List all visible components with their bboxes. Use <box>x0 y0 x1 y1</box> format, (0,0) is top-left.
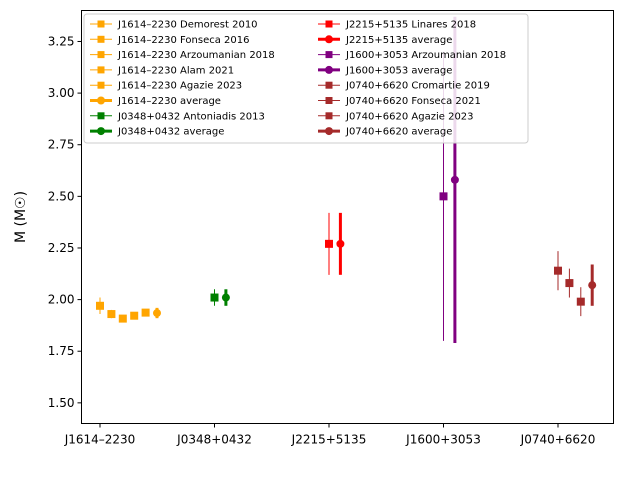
legend-entry: J0348+0432 average <box>90 127 224 138</box>
data-point <box>565 279 574 288</box>
plot-frame <box>81 10 614 424</box>
data-point-group <box>141 308 150 317</box>
legend-label: J1600+3053 Arzoumanian 2018 <box>345 50 506 61</box>
data-point <box>141 308 150 317</box>
data-point-group <box>107 309 116 319</box>
legend-marker <box>325 81 333 89</box>
data-point <box>118 314 127 323</box>
legend-entry: J1614–2230 Agazie 2023 <box>90 81 242 92</box>
legend-marker <box>97 96 105 105</box>
data-point <box>450 175 459 184</box>
legend-marker <box>325 65 333 74</box>
data-point-group <box>153 307 161 319</box>
y-tick-label: 3.00 <box>48 86 75 100</box>
legend-marker <box>97 81 105 89</box>
legend-box <box>83 13 529 144</box>
legend-entry: J1600+3053 average <box>318 65 452 76</box>
legend-marker <box>97 112 105 120</box>
legend-label: J1614–2230 Demorest 2010 <box>117 20 258 31</box>
y-tick-label: 1.75 <box>48 344 75 358</box>
data-point <box>325 239 333 248</box>
y-tick-label: 3.25 <box>48 34 75 48</box>
legend: J1614–2230 Demorest 2010 J1614–2230 Fonse… <box>83 13 529 144</box>
legend-entry: J2215+5135 average <box>318 35 452 46</box>
data-point <box>576 297 585 306</box>
legend-entry: J2215+5135 Linares 2018 <box>318 20 476 31</box>
legend-marker <box>325 51 333 59</box>
legend-entry: J1614–2230 Demorest 2010 <box>90 20 258 31</box>
data-point-group <box>336 212 345 275</box>
legend-label: J0740+6620 Agazie 2023 <box>345 111 474 122</box>
x-tick-label: J1614–2230 <box>64 433 136 447</box>
y-tick-label: 2.75 <box>48 138 75 152</box>
legend-entry: J1614–2230 Fonseca 2016 <box>90 35 250 46</box>
legend-marker <box>325 35 333 44</box>
legend-label: J1614–2230 Alam 2021 <box>117 65 234 76</box>
legend-label: J1614–2230 Fonseca 2016 <box>117 35 250 46</box>
legend-entry: J1600+3053 Arzoumanian 2018 <box>318 50 506 61</box>
data-point <box>336 239 345 248</box>
legend-label: J0740+6620 Fonseca 2021 <box>345 96 481 107</box>
legend-label: J0348+0432 average <box>117 127 224 138</box>
data-point <box>439 192 448 201</box>
legend-label: J1614–2230 Agazie 2023 <box>117 81 242 92</box>
legend-entry: J1614–2230 Arzoumanian 2018 <box>90 50 275 61</box>
legend-label: J1614–2230 average <box>117 96 221 107</box>
legend-label: J0740+6620 Cromartie 2019 <box>345 81 490 92</box>
data-point <box>554 266 562 275</box>
y-axis-label: M (M☉) <box>13 191 29 243</box>
legend-marker <box>325 20 333 28</box>
legend-marker <box>325 97 333 104</box>
legend-marker <box>325 127 333 136</box>
data-point-group <box>130 311 139 320</box>
x-tick-label: J0740+6620 <box>520 433 596 447</box>
data-point-group <box>221 289 230 306</box>
x-tick-label: J0348+0432 <box>176 433 252 447</box>
legend-entry: J1614–2230 Alam 2021 <box>90 65 234 76</box>
y-tick-label: 2.25 <box>48 241 75 255</box>
data-point-group <box>565 268 574 298</box>
data-point-group <box>325 212 333 275</box>
data-point-group <box>118 314 127 323</box>
legend-label: J2215+5135 Linares 2018 <box>345 20 476 31</box>
data-point-group <box>554 251 562 291</box>
x-tick-label: J2215+5135 <box>291 433 367 447</box>
legend-marker <box>325 112 333 120</box>
legend-label: J0740+6620 average <box>345 127 452 138</box>
legend-entry: J0740+6620 Cromartie 2019 <box>318 81 490 92</box>
data-point <box>210 293 219 302</box>
legend-marker <box>97 20 105 28</box>
data-point <box>107 310 116 319</box>
legend-marker <box>97 35 105 43</box>
legend-entry: J1614–2230 average <box>90 96 221 107</box>
legend-entry: J0740+6620 average <box>318 127 452 138</box>
y-tick-label: 2.00 <box>48 293 75 307</box>
legend-entry: J0348+0432 Antoniadis 2013 <box>90 111 265 122</box>
data-point <box>130 311 139 320</box>
data-point-group <box>210 289 219 306</box>
data-point <box>96 301 104 310</box>
axes-layer: 1.50 1.75 2.00 2.25 2.50 2.75 3.00 3.25 J1614–22… <box>48 34 596 446</box>
legend-entry: J0740+6620 Fonseca 2021 <box>318 96 481 107</box>
y-tick-label: 2.50 <box>48 189 75 203</box>
data-point-group <box>588 264 597 306</box>
data-point-group <box>576 287 585 317</box>
y-tick-label: 1.50 <box>48 396 75 410</box>
legend-marker <box>97 51 105 59</box>
legend-marker <box>97 66 105 74</box>
data-point-group <box>96 297 104 315</box>
legend-label: J2215+5135 average <box>345 35 452 46</box>
data-point <box>588 281 597 290</box>
data-point <box>221 293 230 302</box>
data-point <box>153 309 161 318</box>
legend-label: J1614–2230 Arzoumanian 2018 <box>117 50 275 61</box>
legend-entry: J0740+6620 Agazie 2023 <box>318 111 474 122</box>
legend-marker <box>97 127 105 136</box>
legend-label: J0348+0432 Antoniadis 2013 <box>117 111 265 122</box>
x-tick-label: J1600+3053 <box>405 433 481 447</box>
legend-label: J1600+3053 average <box>345 65 452 76</box>
